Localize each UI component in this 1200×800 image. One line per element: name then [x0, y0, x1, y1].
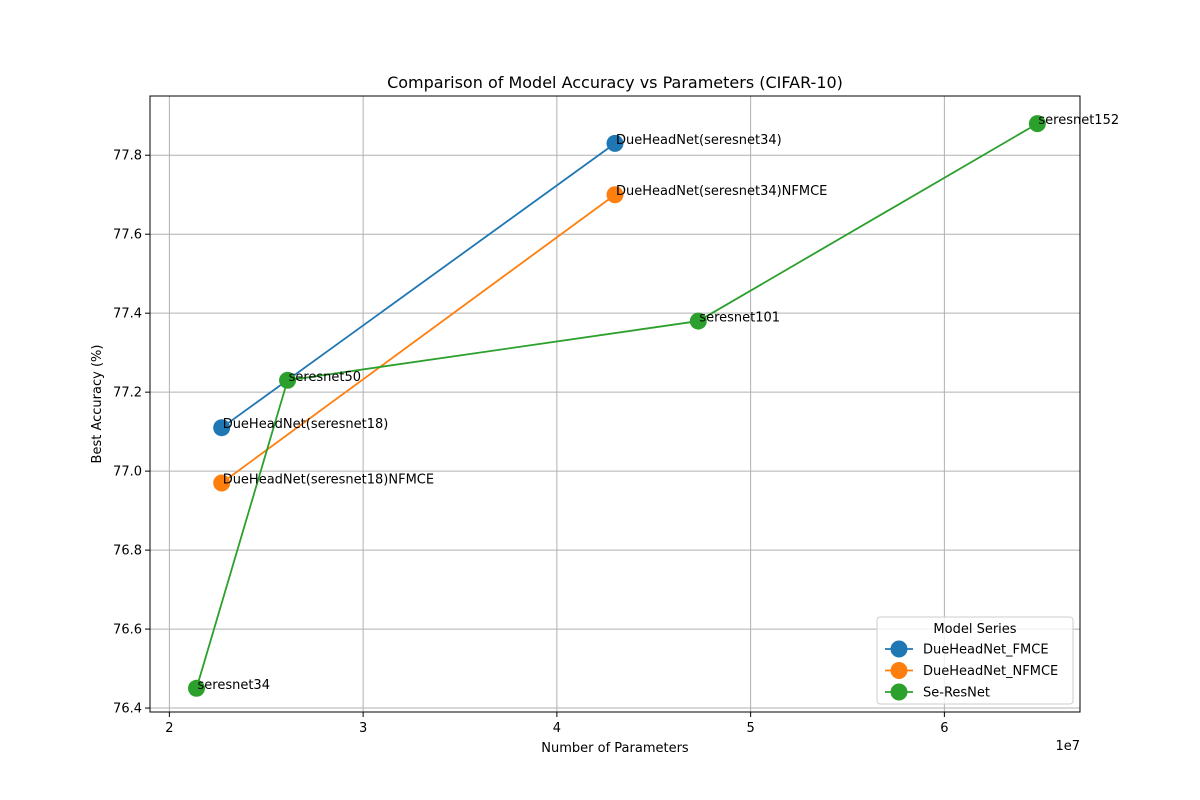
- legend-entry: Se-ResNet: [885, 683, 990, 701]
- grid: [150, 96, 1080, 712]
- x-axis-label: Number of Parameters: [541, 741, 689, 756]
- y-tick-label: 77.0: [113, 465, 142, 480]
- data-point-label: DueHeadNet(seresnet18)NFMCE: [223, 472, 434, 487]
- legend: Model Series DueHeadNet_FMCE DueHeadNet_N…: [876, 616, 1074, 705]
- legend-swatch-marker: [890, 662, 908, 679]
- x-tick-label: 2: [165, 721, 173, 736]
- data-point: [279, 371, 297, 389]
- data-point-label: DueHeadNet(seresnet34): [616, 133, 782, 148]
- legend-label: DueHeadNet_FMCE: [923, 643, 1049, 658]
- series-se-resnet: [188, 115, 1046, 697]
- data-point: [213, 419, 231, 437]
- x-tick-label: 6: [940, 721, 948, 736]
- data-point-label: seresnet34: [198, 678, 270, 693]
- legend-label: DueHeadNet_NFMCE: [923, 664, 1058, 679]
- y-tick-label: 77.6: [113, 228, 142, 243]
- data-point: [213, 474, 231, 492]
- y-tick-label: 77.8: [113, 149, 142, 164]
- series-dueheadnet-fmce: [213, 134, 624, 437]
- legend-label: Se-ResNet: [923, 686, 990, 701]
- y-tick-label: 77.2: [113, 386, 142, 401]
- x-tick-label: 3: [359, 721, 367, 736]
- legend-entries: DueHeadNet_FMCE DueHeadNet_NFMCE Se-ResNet: [885, 640, 1058, 701]
- data-point: [1028, 115, 1046, 133]
- series-line: [221, 193, 616, 484]
- series-line: [195, 122, 1038, 689]
- data-point-label: seresnet50: [289, 370, 361, 385]
- data-point: [689, 312, 707, 330]
- series-dueheadnet-nfmce: [213, 186, 624, 492]
- data-point: [606, 186, 624, 204]
- x-tick-label: 4: [553, 721, 561, 736]
- series-layer: [188, 115, 1046, 697]
- data-point-label: seresnet101: [699, 311, 780, 326]
- y-axis-label: Best Accuracy (%): [90, 345, 105, 464]
- x-offset-label: 1e7: [1055, 739, 1080, 754]
- ticks: 2 3 4 5 6 76.4 76.6 76.8 77.0 77.2 77.4 77.6 77.8: [113, 149, 948, 736]
- legend-swatch-marker: [890, 640, 908, 658]
- data-point: [188, 679, 205, 697]
- legend-title: Model Series: [933, 622, 1016, 637]
- data-point-label: DueHeadNet(seresnet18): [223, 417, 389, 432]
- y-tick-label: 76.4: [113, 702, 142, 717]
- legend-entry: DueHeadNet_FMCE: [885, 640, 1049, 658]
- x-tick-label: 5: [746, 721, 754, 736]
- y-tick-label: 76.6: [113, 623, 142, 638]
- y-tick-label: 76.8: [113, 544, 142, 559]
- data-point-label: DueHeadNet(seresnet34)NFMCE: [616, 184, 827, 199]
- data-point-label: seresnet152: [1038, 113, 1119, 128]
- point-labels: DueHeadNet(seresnet18) DueHeadNet(seresne…: [198, 113, 1120, 693]
- chart-title: Comparison of Model Accuracy vs Paramete…: [387, 73, 843, 92]
- plot-area-frame: [149, 95, 1081, 713]
- legend-box: [876, 616, 1074, 705]
- data-point: [606, 134, 624, 152]
- y-tick-label: 77.4: [113, 307, 142, 322]
- legend-swatch-marker: [890, 683, 908, 701]
- legend-entry: DueHeadNet_NFMCE: [885, 662, 1058, 679]
